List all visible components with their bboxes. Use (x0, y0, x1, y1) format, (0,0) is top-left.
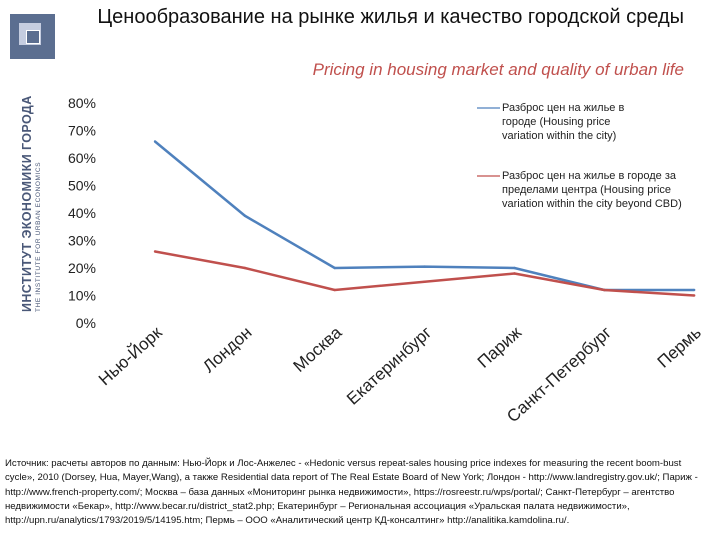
series-2-point (153, 250, 157, 253)
y-tick-label: 0% (76, 315, 96, 331)
x-tick-label: Лондон (199, 323, 255, 376)
series-2-point (243, 266, 247, 270)
y-tick-label: 60% (68, 150, 96, 166)
series-2-point (423, 280, 426, 283)
y-tick-label: 50% (68, 178, 96, 194)
legend-entry-beyond-cbd: Разброс цен на жилье в городе за предела… (502, 170, 682, 210)
series-1-point (153, 140, 157, 143)
x-tick-label: Екатеринбург (343, 323, 435, 409)
page-title: Ценообразование на рынке жилья и качеств… (97, 6, 684, 28)
series-1-point (513, 266, 516, 270)
series-1-point (693, 288, 696, 292)
series-2-point (603, 288, 606, 292)
series-2-point (693, 294, 696, 297)
line-chart: 0% 10% 20% 30% 40% 50% 60% 70% 80% Нью-Йорк Лондон… (68, 95, 705, 426)
x-tick-label: Париж (474, 322, 526, 371)
y-tick-label: 20% (68, 260, 96, 276)
y-tick-label: 70% (68, 123, 96, 139)
x-tick-label: Нью-Йорк (95, 322, 166, 389)
page-subtitle: Pricing in housing market and quality of… (312, 60, 684, 79)
series-1-point (333, 266, 336, 270)
y-tick-label: 30% (68, 233, 96, 249)
institute-logo-icon (10, 14, 55, 59)
x-tick-label: Москва (290, 322, 346, 375)
source-note: Источник: расчеты авторов по данным: Нью… (5, 458, 698, 527)
series-2-point (333, 288, 336, 292)
series-1-point (243, 214, 247, 217)
x-tick-label: Пермь (654, 323, 705, 372)
y-tick-label: 10% (68, 288, 96, 304)
logo-core-square (26, 30, 40, 44)
y-tick-label: 80% (68, 95, 96, 111)
series-2-point (513, 272, 516, 275)
legend-entry-within-city: Разброс цен на жилье в городе (Housing p… (502, 102, 625, 142)
y-tick-label: 40% (68, 205, 96, 221)
series-1-point (423, 265, 426, 268)
